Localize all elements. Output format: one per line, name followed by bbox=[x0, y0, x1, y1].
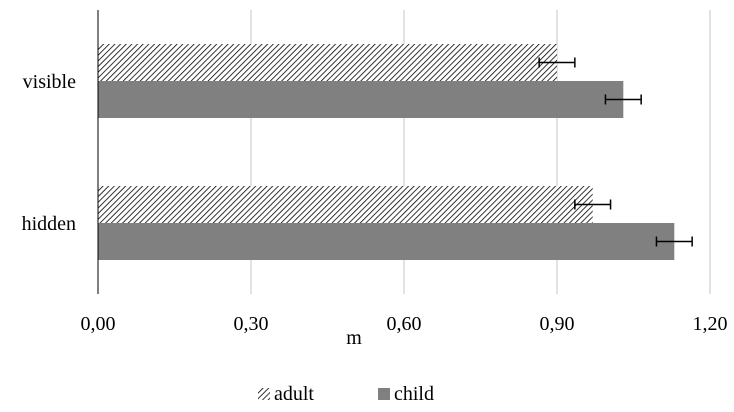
x-tick-label: 0,90 bbox=[540, 313, 575, 335]
bars bbox=[98, 44, 675, 260]
bar-adult-visible bbox=[98, 44, 557, 81]
bar-child-visible bbox=[98, 81, 624, 118]
x-tick-label: 0,30 bbox=[234, 313, 269, 335]
bar-adult-hidden bbox=[98, 186, 593, 223]
bar-child-hidden bbox=[98, 223, 675, 260]
x-tick-labels: 0,00 0,30 0,60 0,90 1,20 bbox=[81, 313, 728, 335]
x-tick-label: 0,60 bbox=[387, 313, 422, 335]
error-bars bbox=[538, 57, 693, 247]
x-tick-label: 1,20 bbox=[693, 313, 728, 335]
category-labels: visible hidden bbox=[22, 71, 77, 235]
legend-label-adult: adult bbox=[274, 383, 314, 405]
category-label-visible: visible bbox=[23, 71, 76, 93]
legend: adult child bbox=[258, 383, 434, 405]
x-tick-label: 0,00 bbox=[81, 313, 116, 335]
legend-swatch-child bbox=[378, 388, 390, 400]
category-label-hidden: hidden bbox=[22, 213, 76, 235]
x-axis-title: m bbox=[346, 327, 362, 349]
legend-swatch-adult bbox=[258, 388, 270, 400]
legend-label-child: child bbox=[394, 383, 434, 405]
